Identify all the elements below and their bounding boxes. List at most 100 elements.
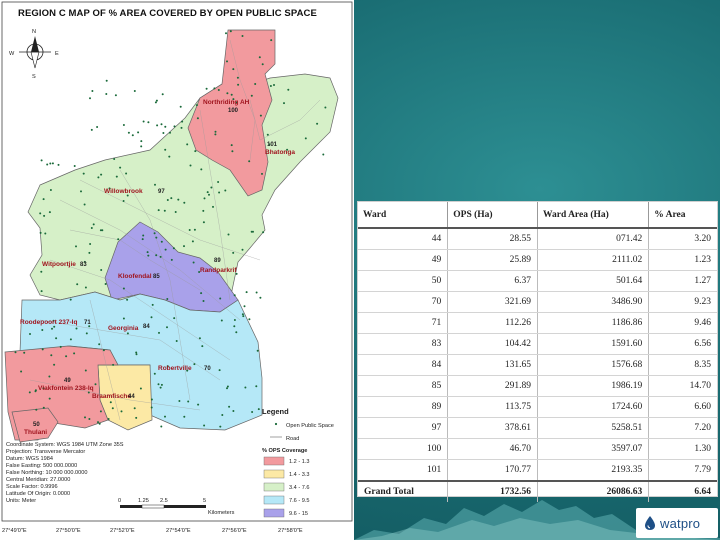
open-space-point — [75, 327, 78, 330]
map-title: REGION C MAP OF % AREA COVERED BY OPEN P… — [18, 8, 317, 19]
open-space-point — [73, 352, 76, 355]
legend-class-label: 1.2 - 1.3 — [289, 459, 310, 465]
open-space-point — [84, 286, 87, 289]
ward-number: 97 — [158, 189, 165, 195]
open-space-point — [114, 94, 117, 97]
open-space-point — [270, 39, 273, 42]
open-space-point — [244, 386, 247, 389]
open-space-point — [255, 385, 258, 388]
open-space-point — [82, 172, 85, 175]
open-space-point — [183, 415, 186, 418]
table-cell: 84 — [358, 354, 449, 376]
open-space-point — [164, 248, 167, 251]
open-space-point — [51, 327, 53, 330]
open-space-point — [153, 232, 156, 235]
open-space-point — [218, 369, 221, 372]
total-label: Grand Total — [358, 480, 449, 502]
open-space-point — [160, 383, 163, 386]
scale-tick: 2.5 — [160, 498, 168, 504]
open-space-point — [259, 114, 262, 117]
open-space-point — [170, 258, 173, 261]
open-space-point — [88, 251, 91, 254]
open-space-point — [237, 83, 240, 86]
open-space-point — [219, 297, 222, 300]
open-space-point — [35, 408, 38, 411]
open-space-point — [217, 89, 220, 91]
table-cell: 3486.90 — [537, 291, 650, 313]
legend-road-label: Road — [286, 436, 299, 442]
open-space-point — [226, 385, 229, 388]
total-ward-area: 26086.63 — [537, 480, 650, 502]
open-space-point — [115, 175, 118, 178]
legend-swatch — [263, 508, 285, 518]
table-cell: 89 — [358, 396, 449, 418]
compass-s: S — [32, 74, 36, 80]
ward-region-thulani — [11, 407, 59, 443]
open-space-point — [73, 165, 76, 167]
open-space-point — [273, 84, 275, 86]
table-cell: 14.70 — [648, 375, 717, 397]
open-space-point — [39, 231, 42, 234]
open-space-point — [127, 131, 130, 134]
open-space-point — [89, 243, 92, 245]
open-space-point — [85, 332, 88, 335]
table-cell: 97 — [358, 417, 449, 439]
open-space-point — [113, 158, 116, 160]
open-space-point — [198, 271, 201, 273]
ward-number: 84 — [143, 324, 150, 330]
open-space-point — [221, 414, 224, 416]
open-space-point — [173, 317, 176, 320]
table-cell: 9.23 — [648, 291, 717, 313]
table-row: 71 112.26 1186.86 9.46 — [358, 312, 717, 334]
projection-line: Latitude Of Origin: 0.0000 — [6, 491, 70, 497]
open-space-point — [131, 134, 134, 137]
ward-number: 89 — [214, 258, 221, 264]
open-space-point — [254, 83, 257, 85]
open-space-point — [252, 230, 254, 233]
open-space-point — [186, 143, 189, 146]
open-space-point — [59, 345, 62, 348]
open-space-point — [94, 383, 97, 386]
open-space-point — [119, 166, 122, 169]
place-label: Roodepoort 237-Iq — [20, 319, 77, 326]
table-row: 49 25.89 2111.02 1.23 — [358, 249, 717, 271]
open-space-point — [181, 120, 184, 123]
open-space-point — [160, 425, 163, 428]
region-map: N E S W — [1, 1, 353, 534]
open-space-point — [40, 270, 43, 273]
ward-number: 44 — [128, 394, 135, 400]
open-space-point — [261, 172, 263, 175]
open-space-point — [159, 386, 162, 389]
open-space-point — [177, 198, 180, 201]
open-space-point — [179, 105, 182, 108]
coverage-title: % OPS Coverage — [262, 448, 307, 454]
open-space-point — [155, 254, 158, 257]
table-cell: 71 — [358, 312, 449, 334]
open-space-point — [187, 400, 190, 403]
table-cell: 50 — [358, 270, 449, 292]
open-space-point — [133, 90, 136, 92]
open-space-point — [41, 348, 44, 351]
table-cell: 1724.60 — [537, 396, 650, 418]
open-space-point — [286, 148, 289, 151]
open-space-point — [14, 351, 17, 354]
open-space-point — [100, 269, 103, 271]
open-space-point — [261, 63, 264, 66]
open-space-point — [157, 383, 160, 386]
lon-tick: 27°49'0"E — [2, 528, 27, 534]
open-space-point — [226, 60, 228, 63]
open-space-point — [48, 375, 51, 378]
table-total-row: Grand Total 1732.56 26086.63 6.64 — [358, 480, 717, 502]
open-space-point — [232, 98, 235, 101]
legend-class-label: 9.6 - 15 — [289, 511, 308, 517]
open-space-point — [166, 365, 169, 368]
open-space-point — [122, 124, 125, 126]
open-space-point — [105, 93, 108, 95]
projection-line: Projection: Transverse Mercator — [6, 449, 85, 455]
table-row: 89 113.75 1724.60 6.60 — [358, 396, 717, 418]
open-space-point — [191, 240, 194, 243]
compass-w: W — [9, 51, 15, 57]
table-cell: 9.46 — [648, 312, 717, 334]
legend-swatch — [263, 469, 285, 479]
open-space-point — [229, 30, 232, 33]
